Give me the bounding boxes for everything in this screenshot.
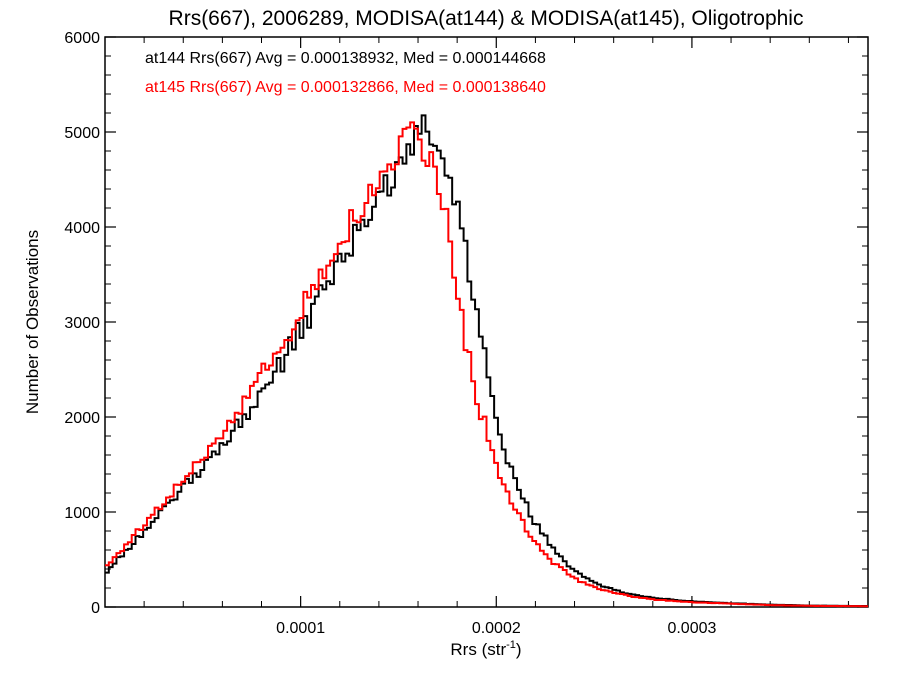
x-axis-ticks: 0.0001 0.0002 0.0003 (143, 37, 849, 637)
y-tick-label: 2000 (64, 410, 100, 427)
series-line-at144 (105, 114, 868, 608)
series-line-at145 (105, 121, 868, 608)
y-axis-label: Number of Observations (23, 230, 42, 414)
x-axis-label-close: ) (516, 640, 522, 659)
x-tick-label: 0.0003 (667, 620, 716, 637)
y-tick-label: 3000 (64, 315, 100, 332)
x-axis-label-main: Rrs (str (450, 640, 506, 659)
x-tick-label: 0.0002 (472, 620, 521, 637)
x-tick-label: 0.0001 (276, 620, 325, 637)
y-tick-label: 6000 (64, 30, 100, 47)
y-tick-label: 4000 (64, 220, 100, 237)
legend-entry-at144: at144 Rrs(667) Avg = 0.000138932, Med = … (145, 50, 546, 67)
x-axis-label-superscript: -1 (506, 639, 516, 651)
chart-title: Rrs(667), 2006289, MODISA(at144) & MODIS… (169, 7, 804, 30)
legend-entry-at145: at145 Rrs(667) Avg = 0.000132866, Med = … (145, 79, 546, 96)
series-layer (105, 114, 868, 608)
y-axis-ticks: 0 1000 2000 3000 4000 5000 6000 (64, 30, 868, 617)
y-tick-label: 0 (91, 600, 100, 617)
y-tick-label: 1000 (64, 505, 100, 522)
plot-frame (104, 36, 869, 608)
x-axis-label: Rrs (str-1) (450, 639, 521, 659)
y-tick-label: 5000 (64, 125, 100, 142)
